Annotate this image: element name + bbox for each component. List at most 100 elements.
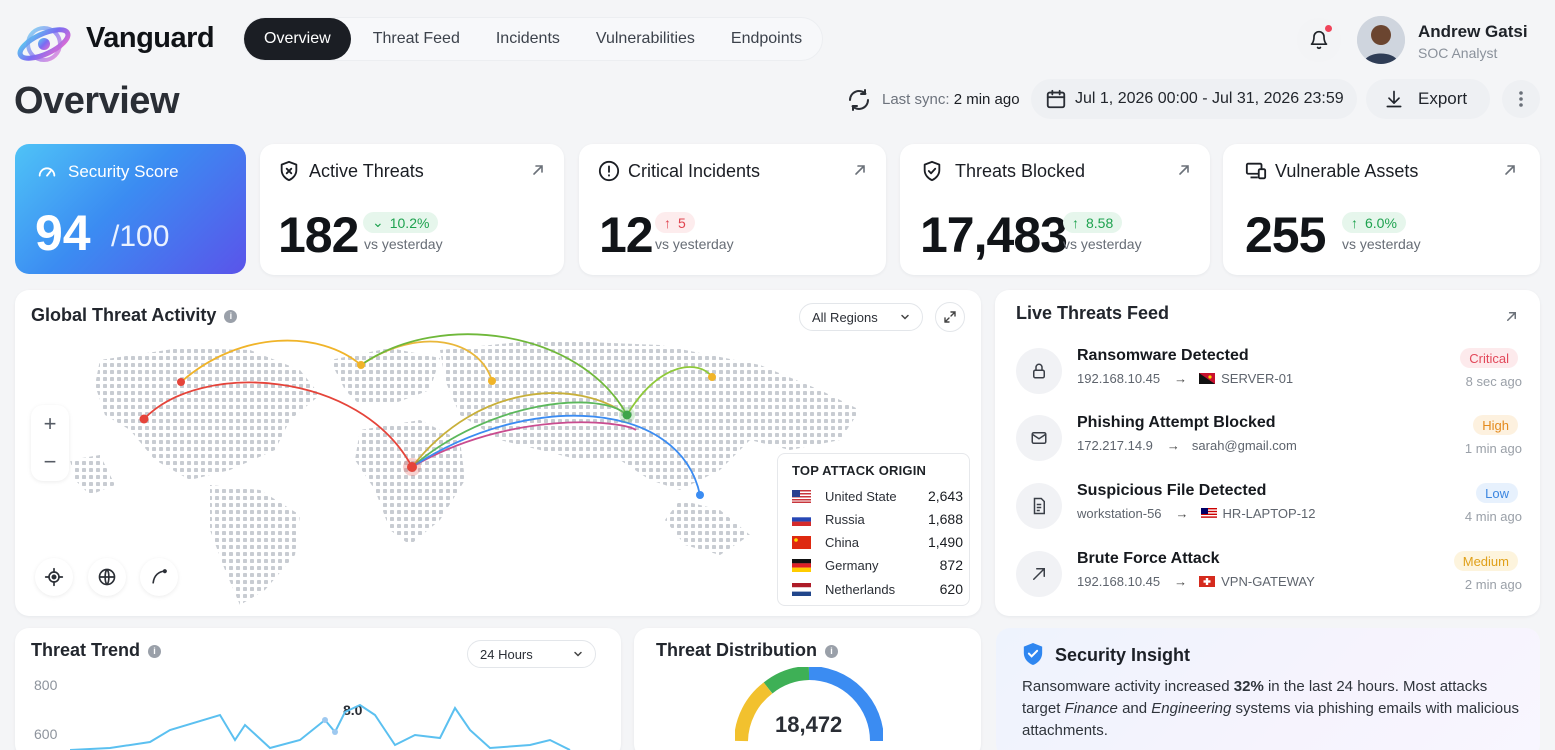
chevron-down-icon [901,314,909,320]
severity-badge: High [1473,415,1518,435]
date-range-label: Jul 1, 2026 00:00 - Jul 31, 2026 23:59 [1075,90,1344,107]
active-threats-sub: vs yesterday [364,236,443,252]
info-icon[interactable]: i [825,645,838,658]
threat-trend-chart[interactable] [70,690,610,750]
nav-tab-vulnerabilities[interactable]: Vulnerabilities [595,30,695,47]
critical-incidents-card[interactable]: Critical Incidents 12 ↑ 5 vs yesterday [579,144,886,275]
active-threats-title: Active Threats [309,161,424,181]
crosshair-icon [44,567,64,587]
feed-item[interactable]: Brute Force Attack 192.168.10.45 → VPN-G… [1016,549,1524,599]
global-threat-activity-title: Global Threat Activity i [31,305,238,326]
route-button[interactable] [140,558,178,596]
map-zoom-controls: + − [31,405,69,481]
feed-icon-wrap [1016,483,1062,529]
insight-highlight: 32% [1233,678,1264,695]
feed-item-source: workstation-56 [1077,506,1162,521]
open-arrow-icon[interactable] [530,162,546,178]
brand-logo-icon [17,26,71,62]
origin-value: 2,643 [927,488,963,504]
vulnerable-assets-sub: vs yesterday [1342,236,1421,252]
threat-distribution-donut[interactable] [735,667,883,750]
arrow-up-icon: ↑ [1072,214,1079,231]
feed-item-target: HR-LAPTOP-12 [1222,506,1316,521]
user-avatar[interactable] [1357,16,1405,64]
refresh-icon[interactable] [847,88,871,112]
security-insight-title: Security Insight [1055,645,1191,665]
origin-row: Germany 872 [792,556,963,574]
feed-item[interactable]: Phishing Attempt Blocked 172.217.14.9 → … [1016,413,1524,463]
avatar-image [1357,16,1405,64]
alert-circle-icon [598,160,620,182]
arrow-right-icon: → [1175,506,1189,521]
feed-item-route: 192.168.10.45 → SERVER-01 [1077,371,1293,386]
y-tick: 800 [34,677,58,693]
active-threats-card[interactable]: Active Threats 182 ⌄ 10.2% vs yesterday [260,144,564,275]
user-role: SOC Analyst [1418,45,1498,61]
origin-row: Netherlands 620 [792,580,963,598]
threats-blocked-value: 17,483 [920,207,1068,263]
globe-button[interactable] [88,558,126,596]
shield-check-icon [923,160,941,182]
feed-icon-wrap [1016,415,1062,461]
threat-distribution-panel [634,628,981,750]
feed-item-route: 172.217.14.9 → sarah@gmail.com [1077,438,1297,453]
chevron-down-icon [574,651,582,657]
locate-button[interactable] [35,558,73,596]
threats-blocked-change: 8.58 [1086,214,1114,231]
zoom-out-button[interactable]: − [43,449,57,474]
insight-emphasis: Finance [1064,700,1118,717]
feed-item-target: sarah@gmail.com [1191,438,1297,453]
origin-country: Germany [825,557,879,573]
critical-incidents-title: Critical Incidents [628,161,761,181]
top-attack-origin-box: TOP ATTACK ORIGIN United State 2,643 Rus… [777,453,970,606]
feed-item[interactable]: Ransomware Detected 192.168.10.45 → SERV… [1016,346,1524,396]
nl-flag-icon [792,582,811,596]
origin-country: Netherlands [825,581,896,597]
flag-icon [1200,508,1217,519]
open-arrow-icon[interactable] [1502,162,1518,178]
world-map[interactable] [60,320,920,610]
critical-incidents-sub: vs yesterday [655,236,734,252]
more-options-button[interactable] [1502,80,1540,118]
nav-tab-endpoints[interactable]: Endpoints [730,30,803,47]
arrow-up-icon: ↑ [1351,214,1358,231]
region-select[interactable]: All Regions [799,303,923,331]
open-arrow-icon[interactable] [1504,309,1519,324]
security-score-value: 94 [35,205,91,261]
export-button[interactable]: Export [1366,79,1490,119]
feed-item-target: VPN-GATEWAY [1221,574,1315,589]
notifications-button[interactable] [1297,18,1341,62]
zoom-in-button[interactable]: + [43,411,57,436]
more-vertical-icon [1519,91,1523,107]
insight-emphasis: Engineering [1151,700,1232,717]
security-insight-panel: Security Insight Ransomware activity inc… [996,628,1540,750]
threats-blocked-card[interactable]: Threats Blocked 17,483 ↑ 8.58 vs yesterda… [900,144,1210,275]
feed-item-title: Suspicious File Detected [1077,482,1267,499]
security-score-card[interactable]: Security Score 94 /100 [15,144,246,274]
vulnerable-assets-card[interactable]: Vulnerable Assets 255 ↑ 6.0% vs yesterday [1223,144,1540,275]
shield-x-icon [280,160,298,182]
nav-tab-incidents[interactable]: Incidents [495,30,560,47]
open-arrow-icon[interactable] [1176,162,1192,178]
map-landmass [70,340,860,605]
threat-distribution-label: Threat Distribution [656,640,817,660]
lock-icon [1033,363,1045,379]
info-icon[interactable]: i [148,645,162,658]
active-threats-change-badge: ⌄ 10.2% [363,212,439,233]
origin-row: China 1,490 [792,533,963,551]
trend-range-select[interactable]: 24 Hours [467,640,596,668]
nav-tab-threat-feed[interactable]: Threat Feed [372,30,460,47]
info-icon[interactable]: i [224,310,238,323]
severity-badge: Critical [1460,348,1518,368]
last-sync-value: 2 min ago [953,91,1020,108]
feed-item[interactable]: Suspicious File Detected workstation-56 … [1016,481,1524,531]
expand-map-button[interactable] [935,302,965,332]
security-score-max: /100 [111,220,170,253]
feed-item-title: Phishing Attempt Blocked [1077,414,1276,431]
open-arrow-icon[interactable] [852,162,868,178]
chevron-down-icon: ⌄ [372,214,384,230]
nav-tab-overview[interactable]: Overview [244,18,351,60]
feed-item-time: 8 sec ago [1465,374,1522,389]
date-range-picker[interactable]: Jul 1, 2026 00:00 - Jul 31, 2026 23:59 [1031,79,1357,119]
mail-icon [1031,432,1047,444]
